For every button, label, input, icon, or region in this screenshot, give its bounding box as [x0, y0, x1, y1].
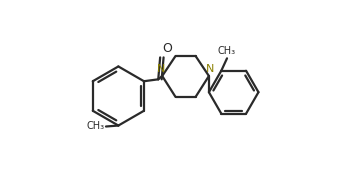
Text: N: N	[206, 64, 214, 74]
Text: N: N	[157, 64, 166, 74]
Text: CH₃: CH₃	[87, 122, 105, 132]
Text: O: O	[162, 42, 172, 55]
Text: CH₃: CH₃	[218, 46, 236, 56]
